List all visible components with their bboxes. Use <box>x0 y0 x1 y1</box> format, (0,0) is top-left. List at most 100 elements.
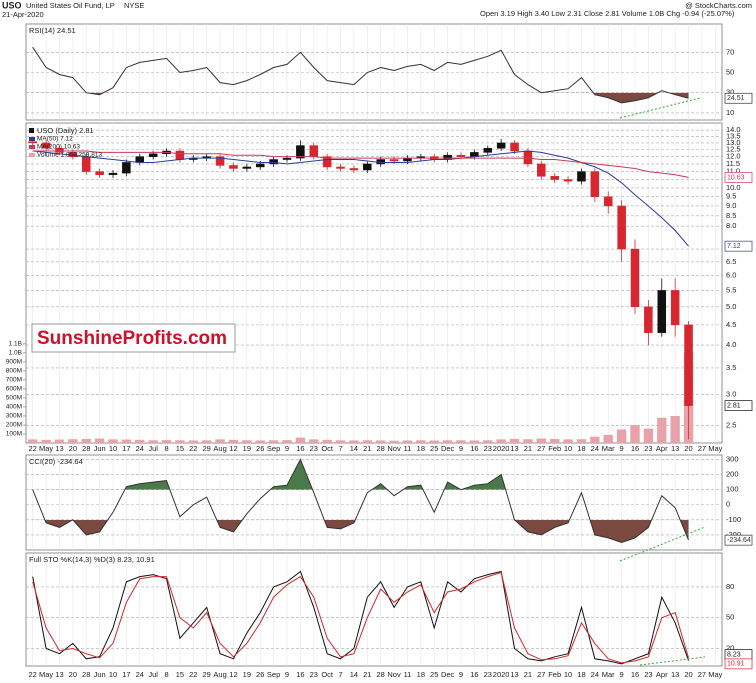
x-tick-label: 20 <box>684 670 692 679</box>
candle-body <box>122 162 131 174</box>
x-tick-label: 17 <box>122 444 130 453</box>
y-tick-label: 50 <box>726 67 734 76</box>
x-tick-label: 27 <box>698 670 706 679</box>
x-tick-label: 10 <box>564 670 572 679</box>
x-tick-label: 8 <box>164 444 168 453</box>
x-tick-label: 22 <box>29 670 37 679</box>
volume-bar <box>603 434 613 443</box>
candle-body <box>617 205 626 250</box>
volume-bar <box>268 440 279 443</box>
x-tick-label: 16 <box>296 670 304 679</box>
y-tick-label: -100 <box>726 515 741 524</box>
x-tick-label: 17 <box>122 670 130 679</box>
candle-body <box>389 159 399 162</box>
value-box <box>724 92 753 104</box>
y-tick-label: 70 <box>726 47 734 56</box>
x-tick-label: 26 <box>256 444 264 453</box>
y-tick-label: 3.0 <box>726 389 736 398</box>
value-label: -234.64 <box>727 537 751 544</box>
x-tick-label: Dec <box>441 670 455 679</box>
x-tick-label: 25 <box>430 670 438 679</box>
volume-bar <box>550 438 560 443</box>
candle-body <box>81 156 91 172</box>
oversold-fill <box>44 519 689 543</box>
volume-bar <box>202 440 212 443</box>
x-tick-label: 24 <box>136 670 144 679</box>
volume-bar <box>389 440 399 443</box>
volume-bar <box>670 415 680 443</box>
candle-body <box>644 306 653 333</box>
x-tick-label: 7 <box>338 670 342 679</box>
x-tick-label: Aug <box>213 670 226 679</box>
value-box <box>724 172 753 183</box>
value-label: 10.63 <box>727 174 745 181</box>
x-tick-label: Nov <box>387 670 401 679</box>
candle-body <box>242 166 252 169</box>
volume-bar <box>41 439 51 443</box>
x-tick-label: Feb <box>548 670 561 679</box>
trend-line <box>619 97 701 119</box>
volume-bar <box>188 440 198 443</box>
volume-bar <box>81 438 91 443</box>
x-tick-label: 24 <box>591 444 599 453</box>
x-tick-label: Nov <box>387 444 401 453</box>
candle-body <box>577 171 586 182</box>
candle-body <box>563 179 573 182</box>
value-box <box>724 534 753 546</box>
volume-bar <box>108 439 118 443</box>
x-tick-label: 28 <box>82 444 90 453</box>
x-tick-label: 24 <box>591 670 599 679</box>
volume-bar <box>28 439 38 443</box>
panel-title: Full STO %K(14,3) %D(3) 8.23, 10.91 <box>29 555 155 564</box>
volume-bar <box>322 439 332 443</box>
x-tick-label: 11 <box>404 444 412 453</box>
exchange: NYSE <box>124 1 144 10</box>
x-tick-label: 9 <box>459 444 463 453</box>
volume-bar <box>402 440 413 443</box>
candle-body <box>363 163 372 171</box>
x-tick-label: 16 <box>296 444 304 453</box>
x-tick-label: 9 <box>620 444 624 453</box>
y-tick-label: 5.0 <box>726 302 736 311</box>
volume-bar <box>536 438 546 443</box>
x-tick-label: 26 <box>256 670 264 679</box>
y-tick-label: 10 <box>726 108 734 117</box>
y-tick-label: 8.5 <box>726 211 736 220</box>
x-tick-label: Apr <box>656 444 668 453</box>
x-tick-label: 13 <box>510 444 518 453</box>
value-box <box>724 658 753 670</box>
x-tick-label: 23 <box>484 444 492 453</box>
candle-body <box>349 168 359 171</box>
y-tick-label: 200 <box>726 470 739 479</box>
legend-label: USO (Daily) 2.81 <box>37 126 94 135</box>
line <box>32 458 689 544</box>
x-tick-label: Jun <box>94 444 106 453</box>
candle-body <box>41 142 51 149</box>
x-tick-label: 27 <box>537 670 545 679</box>
legend-swatch <box>29 128 34 133</box>
y-tick-label: 9.5 <box>726 192 736 201</box>
x-tick-label: 2020 <box>493 444 510 453</box>
x-tick-label: 18 <box>577 670 585 679</box>
candle-body <box>523 150 533 165</box>
y2-tick-label: 200M <box>6 422 22 429</box>
x-tick-label: May <box>708 670 722 679</box>
x-tick-label: 20 <box>684 444 692 453</box>
y-tick-label: 11.5 <box>726 159 740 168</box>
y2-tick-label: 400M <box>6 404 22 411</box>
candle-body <box>95 171 104 175</box>
legend-swatch <box>29 145 35 149</box>
panel-frame <box>25 23 723 121</box>
y-tick-label: 0 <box>726 500 730 509</box>
y-tick-label: 300 <box>726 455 739 464</box>
x-tick-label: 11 <box>404 670 412 679</box>
candle-body <box>322 156 332 168</box>
y-tick-label: 9.0 <box>726 201 736 210</box>
candle-body <box>336 166 345 169</box>
candle-body <box>309 145 319 157</box>
x-tick-label: 20 <box>69 670 77 679</box>
y2-tick-label: 1.0B <box>9 350 22 357</box>
x-tick-label: 18 <box>417 444 425 453</box>
x-tick-label: Sep <box>267 670 280 679</box>
